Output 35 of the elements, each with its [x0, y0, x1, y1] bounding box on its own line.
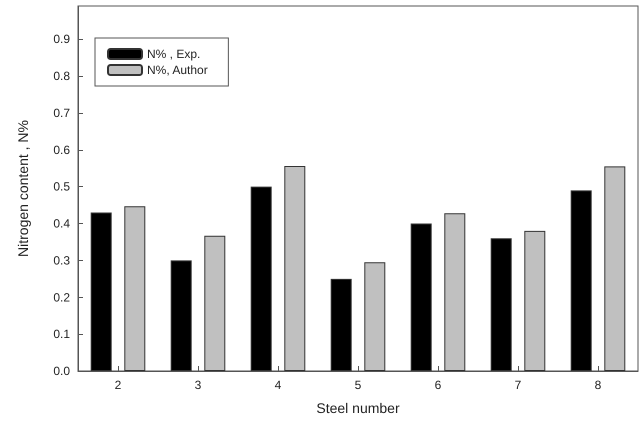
bar: [124, 206, 146, 371]
y-tick-label: 0.7: [53, 106, 70, 120]
bar: [330, 278, 352, 371]
bar: [444, 213, 466, 371]
bar: [250, 186, 272, 371]
x-tick-label: 5: [354, 378, 362, 392]
y-axis-title: Nitrogen content , N%: [15, 120, 31, 257]
bar: [364, 262, 386, 371]
x-tick-label: 2: [114, 378, 122, 392]
legend-label: N%, Author: [147, 63, 208, 77]
bar: [204, 236, 226, 371]
y-tick-label: 0.0: [53, 364, 70, 378]
bar: [170, 260, 192, 371]
y-tick-label: 0.6: [53, 142, 70, 157]
x-tick-label: 8: [594, 378, 602, 392]
legend-label: N% , Exp.: [147, 47, 200, 61]
x-tick-label: 4: [274, 378, 282, 392]
x-tick-label: 3: [194, 378, 202, 392]
x-tick-label: 6: [434, 378, 442, 392]
y-tick-label: 0.2: [53, 290, 70, 304]
x-axis-title: Steel number: [316, 400, 400, 416]
bar: [490, 238, 512, 371]
y-tick-label: 0.9: [53, 32, 70, 46]
y-tick-label: 0.8: [53, 69, 70, 84]
y-tick-label: 0.4: [53, 216, 70, 231]
bar: [90, 212, 112, 371]
bar: [284, 166, 306, 371]
y-tick-label: 0.1: [53, 327, 70, 342]
bar: [604, 166, 626, 371]
x-tick-label: 7: [514, 378, 522, 392]
bar: [570, 190, 592, 371]
bar: [524, 230, 546, 371]
y-tick-label: 0.5: [53, 180, 70, 194]
bar: [410, 224, 432, 371]
y-tick-label: 0.3: [53, 253, 70, 268]
